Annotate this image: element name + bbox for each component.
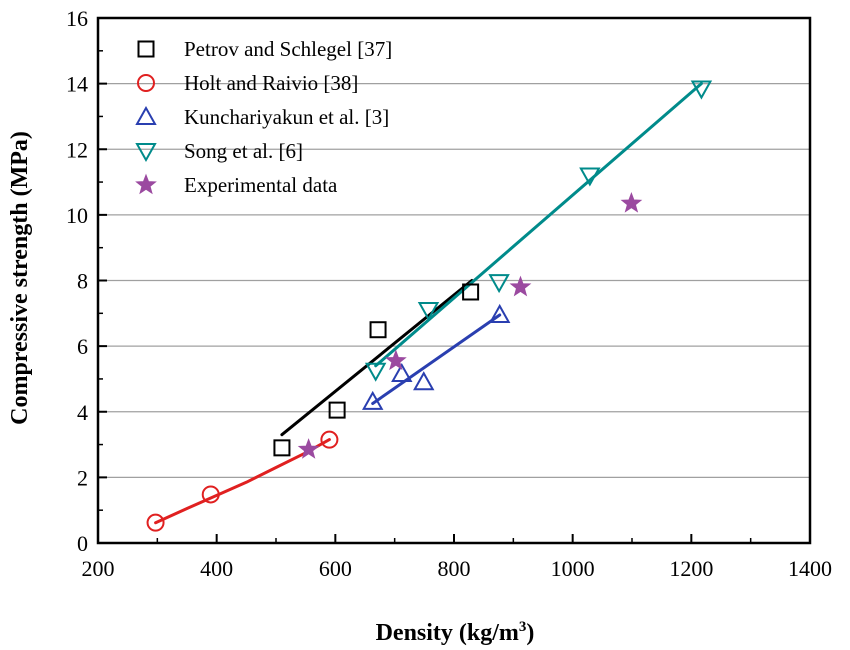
y-tick-label: 2 (77, 465, 88, 490)
x-axis-title: Density (kg/m3) (376, 619, 535, 646)
legend: Petrov and Schlegel [37] Holt and Raivio … (135, 37, 392, 197)
fit-line-series-3 (374, 82, 703, 368)
y-tick-label: 0 (77, 531, 88, 556)
legend-marker-series-4 (135, 173, 157, 195)
data-point-series-3 (488, 274, 510, 294)
y-tick-label: 10 (66, 203, 88, 228)
y-tick-label: 12 (66, 137, 88, 162)
data-point-series-3 (364, 362, 387, 382)
y-tick-label: 14 (66, 72, 88, 97)
x-tick-label: 800 (438, 556, 471, 581)
legend-marker-series-3 (135, 143, 157, 163)
data-point-series-2 (362, 390, 384, 410)
data-point-series-1 (201, 485, 220, 504)
data-point-series-4 (297, 438, 320, 459)
y-tick-label: 6 (77, 334, 88, 359)
legend-label-series-1: Holt and Raivio [38] (184, 71, 358, 95)
x-tick-label: 200 (82, 556, 115, 581)
data-point-series-1 (320, 430, 339, 449)
data-point-series-3 (417, 302, 440, 322)
fit-line-series-0 (280, 279, 474, 437)
legend-label-series-2: Kunchariyakun et al. [3] (184, 105, 389, 129)
data-point-series-2 (413, 371, 435, 391)
legend-label-series-0: Petrov and Schlegel [37] (184, 37, 392, 61)
data-point-series-0 (328, 401, 346, 419)
y-tick-label: 4 (77, 400, 88, 425)
y-tick-label: 8 (77, 269, 88, 294)
data-point-series-4 (620, 191, 643, 213)
legend-label-series-3: Song et al. [6] (184, 139, 303, 163)
data-point-series-1 (146, 513, 165, 532)
x-tick-label: 1200 (669, 556, 713, 581)
x-tick-label: 1400 (788, 556, 832, 581)
legend-label-series-4: Experimental data (184, 173, 338, 197)
data-point-series-4 (509, 275, 532, 297)
y-tick-label: 16 (66, 6, 88, 31)
data-point-series-3 (579, 167, 601, 187)
legend-marker-series-2 (135, 105, 157, 125)
data-point-series-2 (488, 303, 511, 323)
data-point-series-0 (273, 439, 291, 457)
axis-ticks: 0 2 4 6 8 10 12 14 16 200 400 600 800 1000 1200 1400 (66, 6, 832, 581)
data-point-series-2 (391, 362, 413, 383)
x-tick-label: 600 (319, 556, 352, 581)
fit-line-series-1 (154, 438, 331, 525)
legend-marker-series-0 (137, 40, 155, 58)
fit-line-series-2 (371, 313, 502, 405)
x-tick-label: 1000 (551, 556, 595, 581)
data-point-series-3 (690, 80, 713, 100)
data-point-series-0 (462, 283, 480, 301)
data-point-series-4 (384, 349, 407, 371)
legend-marker-series-1 (137, 74, 155, 92)
y-axis-title: Compressive strength (MPa) (7, 131, 33, 425)
x-tick-label: 400 (200, 556, 233, 581)
data-point-series-0 (369, 321, 387, 339)
data-markers (146, 80, 713, 532)
